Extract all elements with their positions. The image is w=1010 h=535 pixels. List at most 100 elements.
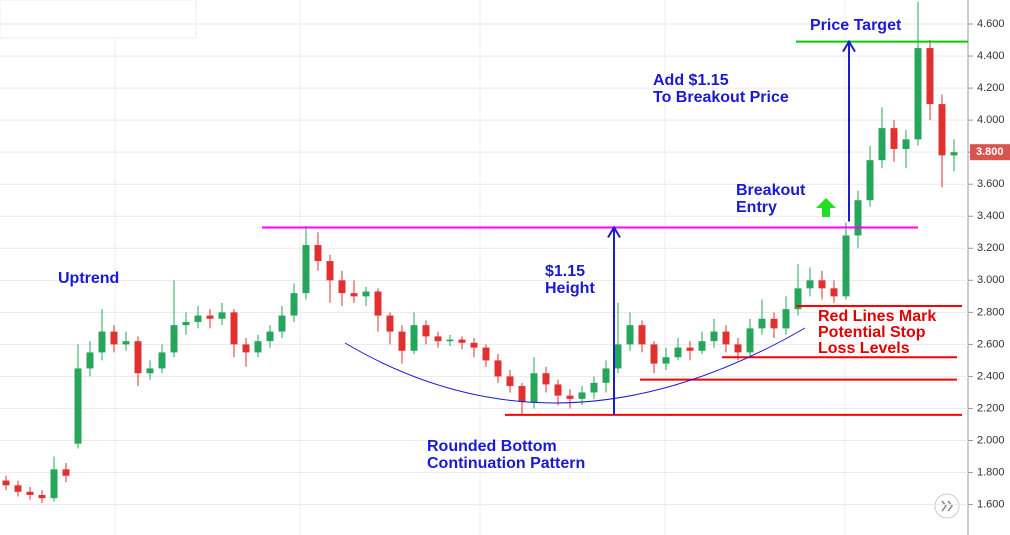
candle-body: [2, 480, 10, 486]
arrow-head: [842, 39, 856, 53]
candle-body: [890, 128, 898, 149]
candle-body: [722, 331, 730, 345]
candle-body: [842, 235, 850, 297]
candle-body: [770, 318, 778, 329]
candle-body: [674, 347, 682, 358]
candle-body: [110, 331, 118, 345]
candle-body: [854, 200, 862, 236]
candle-body: [278, 315, 286, 332]
annotation: Red Lines Mark: [818, 308, 936, 325]
candle-body: [218, 312, 226, 319]
candle-body: [866, 160, 874, 201]
candle-body: [506, 376, 514, 387]
candle-body: [338, 280, 346, 294]
candle-body: [86, 352, 94, 369]
candle-body: [554, 384, 562, 396]
candle-body: [950, 152, 958, 156]
candle-body: [746, 328, 754, 353]
candle-body: [494, 360, 502, 377]
candle-body: [242, 344, 250, 353]
y-tick-label: 2.000: [977, 434, 1005, 446]
annotation: To Breakout Price: [653, 89, 789, 106]
rounded-bottom-curve: [344, 327, 806, 404]
y-tick-label: 3.200: [977, 242, 1005, 254]
candle-body: [74, 368, 82, 444]
candle-body: [326, 261, 334, 281]
candle-body: [146, 368, 154, 374]
candle-body: [422, 325, 430, 337]
scroll-button-circle[interactable]: [934, 493, 960, 519]
entry-arrow: [816, 198, 836, 217]
candle-body: [470, 342, 478, 348]
candle-body: [794, 288, 802, 310]
annotation: Rounded Bottom: [427, 438, 557, 455]
candle-body: [314, 245, 322, 262]
candle-body: [650, 344, 658, 364]
annotation: $1.15: [545, 263, 585, 280]
annotation: Add $1.15: [653, 72, 729, 89]
y-tick-label: 2.600: [977, 338, 1005, 350]
candle-body: [38, 494, 46, 499]
candle-body: [662, 357, 670, 364]
candle-body: [710, 331, 718, 342]
candle-body: [902, 139, 910, 149]
candle-body: [686, 347, 694, 351]
candle-body: [578, 392, 586, 399]
y-tick-label: 3.400: [977, 210, 1005, 222]
annotation: Price Target: [810, 17, 902, 34]
candle-body: [266, 331, 274, 342]
last-price-box: [970, 144, 1010, 161]
candle-body: [518, 386, 526, 403]
candle-body: [122, 341, 130, 345]
y-tick-label: 3.600: [977, 178, 1005, 190]
candle-body: [698, 341, 706, 351]
candle-body: [446, 339, 454, 342]
candle-body: [206, 315, 214, 319]
y-tick-label: 1.600: [977, 498, 1005, 510]
y-tick-label: 2.800: [977, 306, 1005, 318]
candle-body: [170, 325, 178, 353]
candle-body: [350, 293, 358, 297]
candle-body: [230, 312, 238, 345]
candle-body: [374, 291, 382, 316]
candle-body: [734, 344, 742, 353]
candle-body: [302, 245, 310, 294]
scroll-button[interactable]: [934, 493, 960, 519]
y-tick-label: 2.400: [977, 370, 1005, 382]
candle-body: [134, 341, 142, 374]
grid: [114, 0, 846, 535]
candle-body: [542, 373, 550, 385]
annotation: Continuation Pattern: [427, 455, 585, 472]
y-tick-label: 4.000: [977, 114, 1005, 126]
candle-body: [458, 339, 466, 343]
annotation: Breakout: [736, 182, 806, 199]
candle-body: [614, 344, 622, 369]
candle-body: [914, 48, 922, 140]
candle-body: [806, 280, 814, 289]
candle-body: [182, 321, 190, 326]
scroll-icon[interactable]: [941, 500, 953, 512]
candle-body: [530, 373, 538, 403]
candle-body: [26, 491, 34, 495]
candle-body: [410, 325, 418, 351]
y-tick-label: 4.600: [977, 18, 1005, 30]
candle-body: [386, 315, 394, 332]
annotation: Loss Levels: [818, 340, 910, 357]
y-tick-label: 4.400: [977, 50, 1005, 62]
y-tick-label: 3.000: [977, 274, 1005, 286]
candle-body: [158, 352, 166, 369]
candle-body: [254, 341, 262, 353]
y-tick-label: 4.200: [977, 82, 1005, 94]
annotation: Entry: [736, 199, 777, 216]
candle-body: [14, 485, 22, 492]
candle-body: [566, 395, 574, 399]
candle-body: [878, 128, 886, 161]
candle-body: [398, 331, 406, 351]
candle-body: [62, 469, 70, 476]
candle-body: [938, 104, 946, 156]
annotation: Uptrend: [58, 270, 119, 287]
candle-body: [50, 469, 58, 499]
candle-body: [830, 288, 838, 297]
candle-body: [818, 280, 826, 289]
